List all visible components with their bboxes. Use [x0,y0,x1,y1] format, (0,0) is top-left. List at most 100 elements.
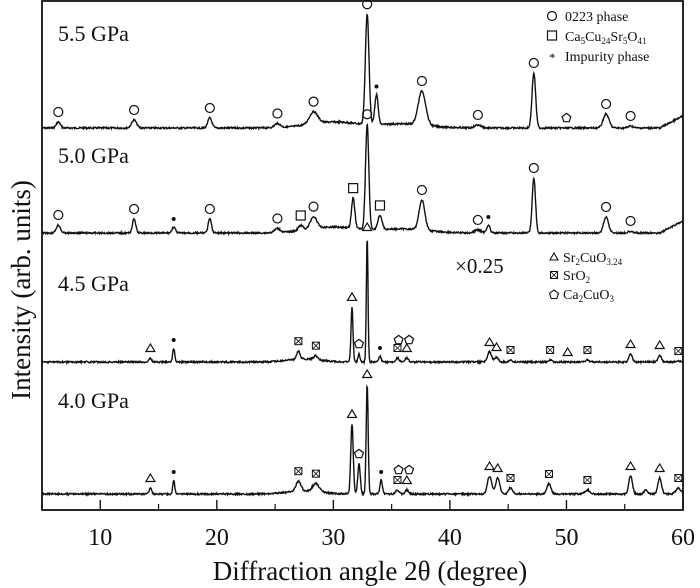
x-tick-label: 10 [88,525,112,551]
x-axis-ticks: 10 20 30 40 50 60 [41,500,695,551]
pentagon-marker-icon [548,289,560,300]
circle-marker-icon [472,109,483,121]
asterisk-marker-icon [171,338,176,342]
phase-markers [53,0,683,485]
legend-ca2cuo3: Ca2CuO3 [563,288,615,304]
square-marker-icon [374,200,386,211]
xrd-trace-4-0-gpa [41,384,684,498]
circle-marker-icon [625,110,636,122]
pentagon-marker-icon [393,464,404,475]
legend-sro2: SrO2 [563,269,590,285]
cross-square-marker-icon [294,337,303,346]
label-4-0-gpa: 4.0 GPa [58,388,129,413]
xrd-trace-5-0-gpa [41,122,684,237]
y-axis-title: Intensity (arb. units) [6,180,36,400]
circle-marker-icon [204,203,215,215]
circle-marker-icon [362,0,373,10]
triangle-marker-icon [562,346,574,357]
legend-top: 0223 phase Ca5Cu24Sr5O41 * Impurity phas… [546,10,649,65]
x-axis-title: Diffraction angle 2θ (degree) [213,556,528,586]
circle-marker-icon [204,102,215,114]
legend-sr2cuo3: Sr2CuO3.24 [563,251,623,267]
legend-0223: 0223 phase [565,10,628,25]
cross-square-marker-icon [583,476,592,484]
legend-bottom: Sr2CuO3.24 SrO2 Ca2CuO3 [548,251,623,304]
circle-marker-icon [272,108,283,119]
pentagon-marker-icon [353,338,365,349]
circle-marker-icon [528,162,539,174]
asterisk-marker-icon [374,84,379,89]
asterisk-marker-icon: * [549,50,556,65]
triangle-marker-icon [624,338,637,349]
square-marker-icon [348,183,359,194]
circle-marker-icon [416,184,428,196]
asterisk-marker-icon [377,345,382,350]
cross-square-marker-icon [393,344,402,352]
cross-square-marker-icon [393,476,402,484]
triangle-marker-icon [361,368,373,379]
x-tick-label: 20 [205,525,229,551]
asterisk-marker-icon [486,214,491,219]
pentagon-marker-icon [403,464,415,475]
cross-square-marker-icon [583,346,592,354]
cross-square-marker-icon [506,346,515,354]
asterisk-marker-icon [171,217,176,221]
triangle-marker-icon [654,339,666,350]
xrd-traces [41,13,684,498]
x-tick-label: 40 [438,525,462,551]
plot-frame [41,0,684,511]
cross-square-marker-icon [506,474,515,482]
circle-marker-icon [53,209,64,221]
cross-square-marker-icon [311,341,320,350]
triangle-marker-icon [624,460,637,471]
triangle-marker-icon [492,462,504,473]
circle-marker-icon [472,214,483,226]
pentagon-marker-icon [403,334,415,345]
circle-marker-icon [128,104,140,116]
triangle-marker-icon [144,342,156,353]
circle-marker-icon [128,203,140,215]
cross-square-marker-icon [550,271,558,279]
asterisk-marker-icon [379,469,384,474]
cross-square-marker-icon [544,470,553,478]
triangle-marker-icon [549,251,559,261]
label-5-5-gpa: 5.5 GPa [58,21,129,46]
label-4-5-gpa: 4.5 GPa [58,271,129,296]
triangle-marker-icon [401,342,413,353]
circle-marker-icon [625,215,636,227]
triangle-marker-icon [346,408,358,419]
x-tick-label: 60 [671,525,695,551]
circle-marker-icon [53,106,64,118]
triangle-marker-icon [483,336,496,347]
circle-marker-icon [362,109,373,120]
label-5-0-gpa: 5.0 GPa [58,143,129,168]
xrd-trace-4-5-gpa [41,240,684,366]
circle-marker-icon [600,201,612,213]
triangle-marker-icon [490,341,503,352]
legend-impurity: Impurity phase [565,50,649,65]
triangle-marker-icon [654,462,666,473]
triangle-marker-icon [361,221,373,232]
xrd-trace-5-5-gpa [41,13,684,131]
asterisk-marker-icon [171,470,176,474]
x-tick-label: 30 [321,525,345,551]
pentagon-marker-icon [353,448,365,459]
triangle-marker-icon [401,474,413,485]
circle-marker-icon [600,98,612,110]
cross-square-marker-icon [674,474,683,482]
pentagon-marker-icon [393,334,404,345]
cross-square-marker-icon [311,469,320,478]
square-marker-icon [546,30,558,41]
cross-square-marker-icon [546,346,555,354]
circle-marker-icon [272,213,283,224]
square-marker-icon [295,210,306,221]
circle-marker-icon [308,201,319,212]
triangle-marker-icon [346,291,358,302]
cross-square-marker-icon [294,467,303,476]
circle-marker-icon [546,10,558,22]
circle-marker-icon [528,57,539,69]
circle-marker-icon [416,75,428,87]
triangle-marker-icon [483,460,496,471]
circle-marker-icon [308,96,319,107]
